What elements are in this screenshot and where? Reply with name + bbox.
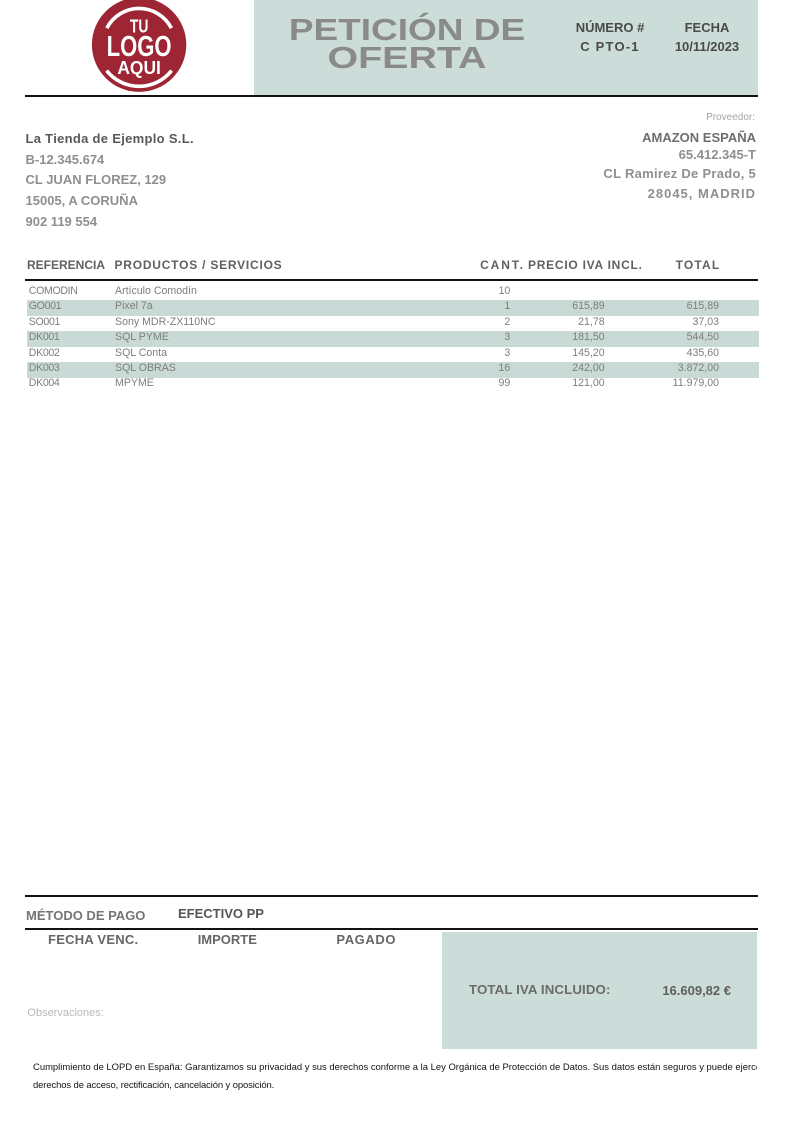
svg-text:AQUI: AQUI xyxy=(117,57,161,78)
svg-text:LOGO: LOGO xyxy=(107,31,172,63)
svg-text:TU: TU xyxy=(130,16,149,37)
